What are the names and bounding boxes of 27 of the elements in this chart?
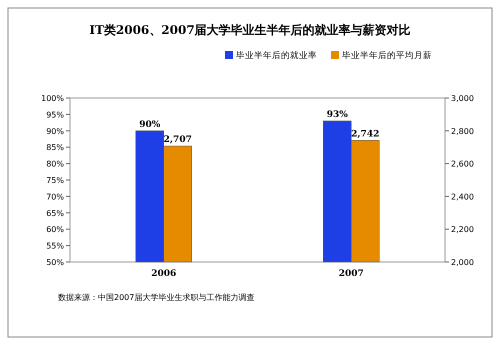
data-label: 93% [326, 110, 348, 120]
y-tick-label: 90% [46, 126, 64, 136]
y-tick-label: 70% [46, 192, 64, 202]
y2-tick-label: 2,800 [451, 126, 474, 136]
y2-tick-label: 3,000 [451, 94, 474, 103]
legend-label: 毕业半年后的就业率 [236, 50, 317, 61]
y2-tick-label: 2,400 [451, 192, 474, 202]
legend-label: 毕业半年后的平均月薪 [342, 50, 432, 61]
y-tick-label: 95% [46, 110, 64, 120]
y2-tick-label: 2,000 [451, 258, 474, 267]
y-tick-label: 80% [46, 160, 64, 169]
x-tick-label: 2006 [151, 269, 176, 279]
y-tick-label: 75% [46, 176, 64, 185]
y-tick-label: 100% [41, 94, 64, 103]
y-tick-label: 60% [46, 225, 64, 234]
data-label: 2,707 [164, 135, 192, 146]
y2-tick-label: 2,200 [451, 225, 474, 234]
data-label: 2,742 [351, 129, 380, 140]
y-tick-label: 85% [46, 143, 64, 152]
source-note: 数据来源：中国2007届大学毕业生求职与工作能力调查 [58, 293, 254, 302]
x-tick-label: 2007 [338, 269, 364, 279]
y2-tick-label: 2,600 [451, 160, 474, 169]
y-tick-label: 65% [46, 208, 64, 218]
data-label: 90% [139, 120, 161, 130]
y-tick-label: 50% [46, 258, 64, 267]
y-tick-label: 55% [46, 242, 64, 251]
chart-title: IT类2006、2007届大学毕业生半年后的就业率与薪资对比 [89, 23, 411, 37]
